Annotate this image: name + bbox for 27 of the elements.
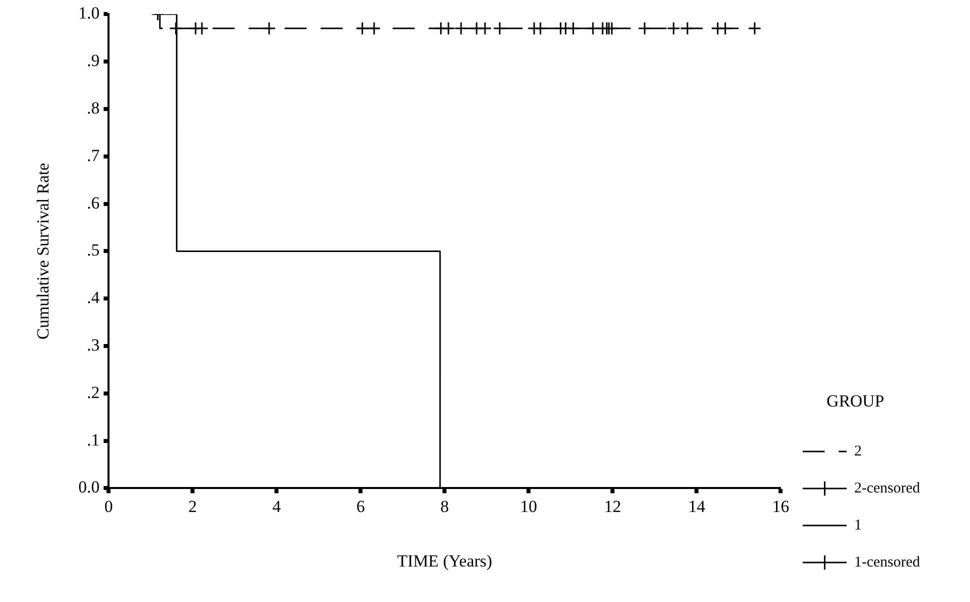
y-tick-label: 1.0	[78, 4, 100, 23]
y-tick-label: .7	[86, 146, 100, 165]
y-axis-title: Cumulative Survival Rate	[34, 162, 53, 340]
x-tick-label: 14	[688, 496, 706, 516]
x-tick-label: 8	[440, 496, 449, 516]
y-tick-label: .1	[86, 430, 100, 450]
legend-label: 2	[854, 443, 862, 460]
y-tick-label: .4	[86, 288, 100, 308]
x-tick-label: 2	[188, 496, 197, 516]
y-tick-label: .2	[86, 382, 100, 402]
y-tick-label: .3	[86, 335, 100, 354]
y-tick-label: .9	[86, 51, 100, 70]
y-tick-label: .5	[86, 240, 100, 260]
y-tick-label: 0.0	[78, 478, 100, 497]
legend-title: GROUP	[826, 392, 884, 411]
x-tick-label: 16	[772, 496, 790, 516]
legend-label: 1	[854, 517, 862, 534]
legend-label: 2-censored	[854, 480, 920, 496]
y-tick-label: .8	[86, 98, 100, 118]
y-tick-label: .6	[86, 193, 100, 212]
x-tick-label: 4	[272, 496, 282, 516]
x-tick-label: 12	[604, 496, 622, 516]
legend-label: 1-censored	[854, 554, 920, 570]
x-axis-title: TIME (Years)	[397, 551, 492, 570]
x-tick-label: 10	[520, 496, 538, 516]
x-tick-label: 6	[356, 496, 365, 516]
x-tick-label: 0	[104, 496, 113, 516]
